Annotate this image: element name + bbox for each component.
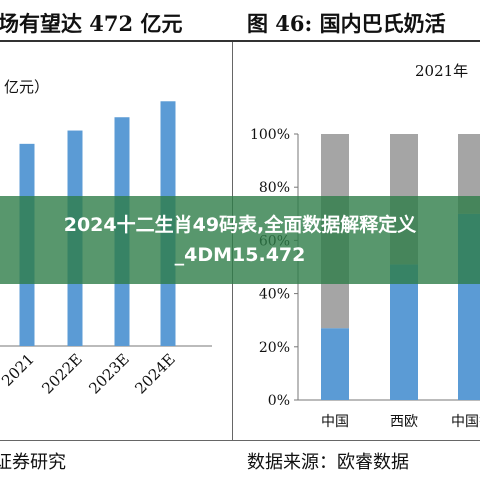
- title-rule: [0, 40, 480, 42]
- right-y-tick-label: 80%: [259, 180, 290, 196]
- right-y-tick-label: 40%: [259, 287, 290, 303]
- right-source-note: 数据来源：欧睿数据: [247, 452, 409, 473]
- left-y-axis-label: 亿元）: [4, 78, 49, 96]
- right-x-tick-label: 中国香: [451, 414, 480, 430]
- right-stack-segment-0: [321, 328, 349, 400]
- headline-banner[interactable]: 2024十二生肖49码表,全面数据解释定义_4DM15.472: [0, 196, 480, 284]
- right-stack-segment-0: [390, 264, 418, 400]
- left-x-tick-label: 2021: [0, 350, 38, 390]
- right-y-tick-label: 100%: [250, 127, 290, 143]
- right-x-tick-label: 中国: [321, 414, 349, 430]
- right-x-tick-label: 西欧: [390, 414, 418, 430]
- source-rule: [0, 440, 480, 441]
- right-y-tick-label: 20%: [259, 340, 290, 356]
- right-chart-subtitle: 2021年: [415, 62, 468, 80]
- right-y-tick-label: 0%: [268, 393, 290, 409]
- headline-text[interactable]: 2024十二生肖49码表,全面数据解释定义_4DM15.472: [63, 214, 417, 266]
- left-x-tick-label: 2022E: [38, 350, 85, 397]
- right-chart-title: 图 46: 国内巴氏奶活: [247, 11, 446, 36]
- left-x-tick-label: 2023E: [85, 350, 132, 397]
- left-source-note: 证券研究: [0, 452, 66, 473]
- left-chart-title: 场有望达 472 亿元: [0, 11, 183, 36]
- right-stack-segment-1: [458, 134, 480, 214]
- left-x-tick-label: 2024E: [131, 350, 178, 397]
